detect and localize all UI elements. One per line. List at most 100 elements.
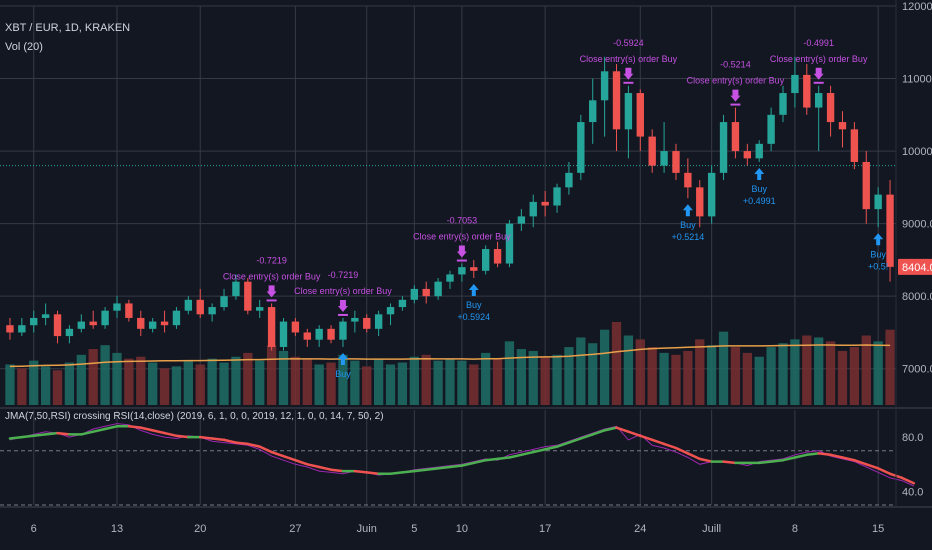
buy-signal-pnl: +0.5! xyxy=(868,261,888,271)
volume-bar xyxy=(278,350,289,405)
candle-body xyxy=(624,93,633,130)
volume-bar xyxy=(588,343,598,405)
candle-body xyxy=(553,187,561,206)
jma-segment xyxy=(769,458,785,463)
candle-body xyxy=(803,74,811,108)
jma-segment xyxy=(56,431,71,436)
candlestick-series[interactable] xyxy=(6,56,894,351)
time-tick-label: 8 xyxy=(792,523,798,535)
candle-body xyxy=(862,161,870,210)
axes: 7000.0 8000.0 9000.0 10000.0 11000.0 12000.0 6… xyxy=(0,0,932,535)
jma-segment xyxy=(8,435,24,440)
jma-segment xyxy=(853,458,868,466)
close-signal-pnl: -0.7219 xyxy=(328,270,359,280)
candle-body xyxy=(113,303,121,311)
jma-segment xyxy=(674,446,690,455)
jma-segment xyxy=(139,426,154,432)
jma-segment xyxy=(329,468,345,473)
price-tick-label: 8000.0 xyxy=(902,291,932,303)
volume-bar xyxy=(421,354,431,405)
buy-arrow-icon xyxy=(754,167,765,180)
jma-segment xyxy=(258,445,273,454)
volume-bar xyxy=(873,341,883,405)
volume-bar xyxy=(564,347,574,405)
candle-body xyxy=(886,194,894,267)
jma-segment xyxy=(686,452,702,461)
jma-segment xyxy=(484,457,499,462)
volume-bar xyxy=(64,362,75,405)
volume-bar xyxy=(445,358,455,405)
jma-segment xyxy=(567,437,583,444)
candle-body xyxy=(196,299,204,315)
buy-signal-pnl: +0.5214 xyxy=(671,232,704,242)
candle-body xyxy=(232,281,240,297)
volume-bar xyxy=(766,347,776,405)
jma-segment xyxy=(151,429,166,435)
price-tick-label: 10000.0 xyxy=(902,146,932,158)
buy-arrow-icon xyxy=(682,204,693,217)
candle-body xyxy=(410,288,419,300)
candle-body xyxy=(660,151,668,166)
volume-bar xyxy=(790,339,800,405)
volume-bar xyxy=(326,362,336,405)
jma-segment xyxy=(424,467,440,471)
candle-body xyxy=(612,71,621,130)
volume-bar xyxy=(17,368,27,405)
volume-bar xyxy=(171,366,182,405)
volume-bar xyxy=(195,364,205,405)
volume-bar xyxy=(861,335,871,405)
buy-signal-pnl: +0.4991 xyxy=(743,196,776,206)
jma-segment xyxy=(900,476,916,485)
time-tick-label: 20 xyxy=(194,523,206,535)
volume-bar xyxy=(635,339,645,405)
time-tick-label: 17 xyxy=(539,523,551,535)
jma-segment xyxy=(175,434,190,439)
candle-body xyxy=(517,216,526,224)
volume-bar xyxy=(742,352,752,405)
jma-segment xyxy=(413,468,428,473)
jma-segment xyxy=(639,434,654,442)
candle-body xyxy=(815,93,823,108)
jma-segment xyxy=(306,463,321,469)
jma-segment xyxy=(757,460,773,465)
jma-segment xyxy=(317,465,333,471)
volume-bar xyxy=(338,354,348,405)
volume-bar xyxy=(576,337,586,405)
jma-segment xyxy=(198,435,214,440)
candle-body xyxy=(125,303,133,318)
jma-segment xyxy=(876,467,892,476)
jma-segment xyxy=(532,448,547,454)
candle-body xyxy=(874,194,882,210)
candle-body xyxy=(148,321,157,329)
candle-body xyxy=(743,151,752,159)
time-tick-label: 13 xyxy=(111,523,123,535)
jma-segment xyxy=(401,469,416,474)
candle-body xyxy=(767,114,775,144)
volume-bar xyxy=(718,331,729,405)
volume-bar xyxy=(695,339,705,405)
close-signal-pnl: -0.7053 xyxy=(447,216,478,226)
candle-body xyxy=(160,321,169,326)
volume-bar xyxy=(814,337,824,405)
volume-bar xyxy=(219,362,229,405)
candle-body xyxy=(220,296,228,308)
last-price-tag: 8404.0 xyxy=(898,258,932,275)
candle-body xyxy=(755,143,763,159)
volume-bar xyxy=(302,358,312,405)
volume-bar xyxy=(611,322,622,405)
jma-segment xyxy=(650,438,666,446)
volume-bar xyxy=(5,364,15,405)
candle-body xyxy=(30,317,38,326)
candle-body xyxy=(53,314,62,337)
jma-segment xyxy=(662,442,678,450)
volume-bar xyxy=(730,347,741,405)
indicator-tick-label: 40.0 xyxy=(902,486,923,498)
volume-bar xyxy=(457,360,467,405)
close-signal-label: Close entry(s) order Buy xyxy=(687,76,785,86)
jma-segment xyxy=(436,465,452,470)
jma-segment xyxy=(44,431,59,436)
candle-body xyxy=(101,310,109,326)
candle-body xyxy=(279,321,288,347)
indicator-tick-label: 80.0 xyxy=(902,432,923,444)
